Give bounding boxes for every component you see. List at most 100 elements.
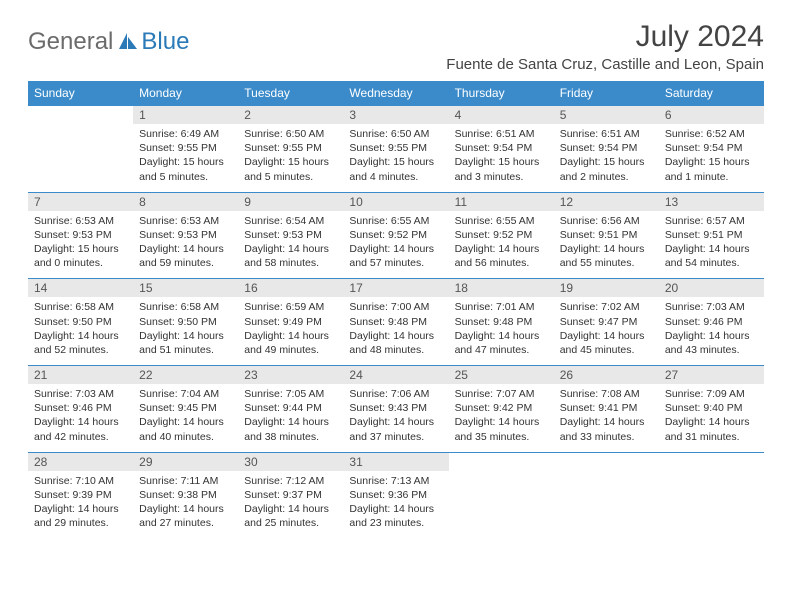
sunrise-text: Sunrise: 7:04 AM [139,387,232,401]
calendar-table: Sunday Monday Tuesday Wednesday Thursday… [28,81,764,538]
sunrise-text: Sunrise: 7:11 AM [139,474,232,488]
day-number: 4 [449,106,554,124]
day-data: Sunrise: 7:05 AMSunset: 9:44 PMDaylight:… [238,384,343,452]
day-number: 31 [343,453,448,471]
sunset-text: Sunset: 9:52 PM [455,228,548,242]
daylight-text: Daylight: 14 hours and 45 minutes. [560,329,653,357]
daylight-text: Daylight: 14 hours and 49 minutes. [244,329,337,357]
sunrise-text: Sunrise: 7:07 AM [455,387,548,401]
sunset-text: Sunset: 9:36 PM [349,488,442,502]
header: General Blue July 2024 Fuente de Santa C… [28,20,764,73]
sunrise-text: Sunrise: 6:51 AM [455,127,548,141]
day-data: Sunrise: 6:52 AMSunset: 9:54 PMDaylight:… [659,124,764,192]
calendar-day-cell: 10Sunrise: 6:55 AMSunset: 9:52 PMDayligh… [343,192,448,279]
calendar-day-cell: 13Sunrise: 6:57 AMSunset: 9:51 PMDayligh… [659,192,764,279]
sunset-text: Sunset: 9:53 PM [34,228,127,242]
day-number: 30 [238,453,343,471]
weekday-header: Saturday [659,81,764,106]
sunrise-text: Sunrise: 7:01 AM [455,300,548,314]
day-data: Sunrise: 6:55 AMSunset: 9:52 PMDaylight:… [343,211,448,279]
sunset-text: Sunset: 9:53 PM [244,228,337,242]
sunset-text: Sunset: 9:54 PM [665,141,758,155]
sunset-text: Sunset: 9:46 PM [665,315,758,329]
daylight-text: Daylight: 14 hours and 56 minutes. [455,242,548,270]
calendar-day-cell: 26Sunrise: 7:08 AMSunset: 9:41 PMDayligh… [554,366,659,453]
sunrise-text: Sunrise: 6:54 AM [244,214,337,228]
calendar-day-cell: 21Sunrise: 7:03 AMSunset: 9:46 PMDayligh… [28,366,133,453]
calendar-day-cell: 2Sunrise: 6:50 AMSunset: 9:55 PMDaylight… [238,106,343,193]
calendar-day-cell: 24Sunrise: 7:06 AMSunset: 9:43 PMDayligh… [343,366,448,453]
calendar-day-cell: 29Sunrise: 7:11 AMSunset: 9:38 PMDayligh… [133,452,238,538]
daylight-text: Daylight: 15 hours and 5 minutes. [139,155,232,183]
day-number: 25 [449,366,554,384]
sunrise-text: Sunrise: 7:03 AM [665,300,758,314]
day-data: Sunrise: 6:59 AMSunset: 9:49 PMDaylight:… [238,297,343,365]
weekday-header: Tuesday [238,81,343,106]
day-data: Sunrise: 7:09 AMSunset: 9:40 PMDaylight:… [659,384,764,452]
calendar-day-cell: 18Sunrise: 7:01 AMSunset: 9:48 PMDayligh… [449,279,554,366]
day-number: 6 [659,106,764,124]
sunrise-text: Sunrise: 6:58 AM [34,300,127,314]
day-number: 21 [28,366,133,384]
day-data: Sunrise: 7:04 AMSunset: 9:45 PMDaylight:… [133,384,238,452]
daylight-text: Daylight: 14 hours and 35 minutes. [455,415,548,443]
day-number: 1 [133,106,238,124]
daylight-text: Daylight: 14 hours and 43 minutes. [665,329,758,357]
sunrise-text: Sunrise: 6:51 AM [560,127,653,141]
day-data: Sunrise: 6:51 AMSunset: 9:54 PMDaylight:… [449,124,554,192]
calendar-day-cell: 1Sunrise: 6:49 AMSunset: 9:55 PMDaylight… [133,106,238,193]
day-number: 29 [133,453,238,471]
daylight-text: Daylight: 14 hours and 33 minutes. [560,415,653,443]
day-data: Sunrise: 7:13 AMSunset: 9:36 PMDaylight:… [343,471,448,539]
day-data: Sunrise: 6:56 AMSunset: 9:51 PMDaylight:… [554,211,659,279]
calendar-day-cell: 20Sunrise: 7:03 AMSunset: 9:46 PMDayligh… [659,279,764,366]
sunset-text: Sunset: 9:52 PM [349,228,442,242]
sunrise-text: Sunrise: 7:06 AM [349,387,442,401]
daylight-text: Daylight: 14 hours and 51 minutes. [139,329,232,357]
day-data: Sunrise: 7:08 AMSunset: 9:41 PMDaylight:… [554,384,659,452]
weekday-header: Friday [554,81,659,106]
daylight-text: Daylight: 15 hours and 1 minute. [665,155,758,183]
sunrise-text: Sunrise: 7:00 AM [349,300,442,314]
daylight-text: Daylight: 14 hours and 52 minutes. [34,329,127,357]
calendar-day-cell: 27Sunrise: 7:09 AMSunset: 9:40 PMDayligh… [659,366,764,453]
sunrise-text: Sunrise: 7:12 AM [244,474,337,488]
daylight-text: Daylight: 14 hours and 37 minutes. [349,415,442,443]
sunrise-text: Sunrise: 6:56 AM [560,214,653,228]
sunset-text: Sunset: 9:47 PM [560,315,653,329]
sunrise-text: Sunrise: 6:50 AM [349,127,442,141]
day-data: Sunrise: 7:02 AMSunset: 9:47 PMDaylight:… [554,297,659,365]
day-data: Sunrise: 7:01 AMSunset: 9:48 PMDaylight:… [449,297,554,365]
weekday-header: Wednesday [343,81,448,106]
calendar-day-cell: 31Sunrise: 7:13 AMSunset: 9:36 PMDayligh… [343,452,448,538]
sunrise-text: Sunrise: 6:58 AM [139,300,232,314]
day-data: Sunrise: 6:54 AMSunset: 9:53 PMDaylight:… [238,211,343,279]
day-number: 2 [238,106,343,124]
title-block: July 2024 Fuente de Santa Cruz, Castille… [446,20,764,73]
sunset-text: Sunset: 9:48 PM [455,315,548,329]
daylight-text: Daylight: 15 hours and 0 minutes. [34,242,127,270]
day-data: Sunrise: 7:06 AMSunset: 9:43 PMDaylight:… [343,384,448,452]
day-data: Sunrise: 6:50 AMSunset: 9:55 PMDaylight:… [238,124,343,192]
daylight-text: Daylight: 14 hours and 48 minutes. [349,329,442,357]
day-data: Sunrise: 7:03 AMSunset: 9:46 PMDaylight:… [659,297,764,365]
day-number: 13 [659,193,764,211]
daylight-text: Daylight: 14 hours and 31 minutes. [665,415,758,443]
calendar-day-cell: 8Sunrise: 6:53 AMSunset: 9:53 PMDaylight… [133,192,238,279]
sunrise-text: Sunrise: 7:13 AM [349,474,442,488]
daylight-text: Daylight: 14 hours and 23 minutes. [349,502,442,530]
daylight-text: Daylight: 14 hours and 38 minutes. [244,415,337,443]
daylight-text: Daylight: 14 hours and 59 minutes. [139,242,232,270]
daylight-text: Daylight: 14 hours and 54 minutes. [665,242,758,270]
day-data: Sunrise: 6:57 AMSunset: 9:51 PMDaylight:… [659,211,764,279]
daylight-text: Daylight: 14 hours and 55 minutes. [560,242,653,270]
day-number: 23 [238,366,343,384]
sunset-text: Sunset: 9:54 PM [455,141,548,155]
calendar-day-cell: 23Sunrise: 7:05 AMSunset: 9:44 PMDayligh… [238,366,343,453]
sunrise-text: Sunrise: 7:08 AM [560,387,653,401]
sunset-text: Sunset: 9:51 PM [560,228,653,242]
daylight-text: Daylight: 15 hours and 2 minutes. [560,155,653,183]
day-number: 24 [343,366,448,384]
sunrise-text: Sunrise: 6:55 AM [455,214,548,228]
day-data: Sunrise: 6:53 AMSunset: 9:53 PMDaylight:… [28,211,133,279]
